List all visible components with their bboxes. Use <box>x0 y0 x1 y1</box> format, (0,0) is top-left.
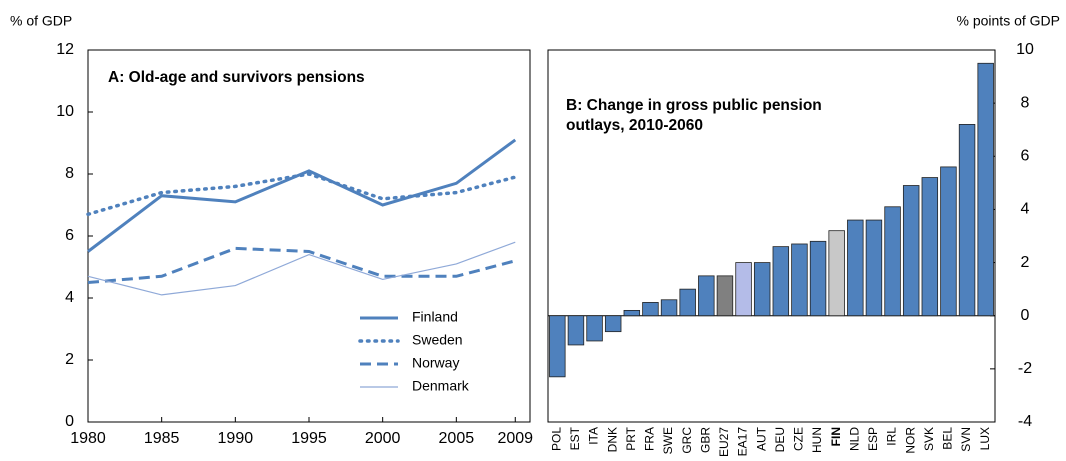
x-tick-label: 1985 <box>144 430 180 447</box>
x-tick-label: PRT <box>624 426 638 450</box>
bar <box>884 206 901 317</box>
x-tick-label: SVK <box>922 427 936 451</box>
bar <box>753 262 771 317</box>
legend-label: Denmark <box>412 378 470 394</box>
x-tick-label: EST <box>568 426 582 450</box>
y-tick-label: 8 <box>1021 94 1030 111</box>
y-tick-label: 0 <box>65 413 74 430</box>
panel-title: B: Change in gross public pension outlay… <box>566 97 822 134</box>
x-tick-label: 2009 <box>497 430 533 447</box>
bar <box>642 302 659 317</box>
bar <box>716 275 734 317</box>
bar <box>660 299 678 317</box>
y-tick-label: -4 <box>1018 413 1032 430</box>
line-series <box>87 241 516 296</box>
line-series <box>87 138 517 253</box>
bar <box>586 315 603 342</box>
x-tick-label: NOR <box>903 427 917 454</box>
panel-b-frame <box>547 49 996 423</box>
bar <box>828 230 845 317</box>
x-tick-label: SVN <box>959 427 973 452</box>
bar <box>567 315 585 346</box>
y-tick-label: 2 <box>65 351 74 368</box>
bar <box>698 275 715 317</box>
x-tick-label: HUN <box>810 427 824 453</box>
legend-label: Sweden <box>412 332 463 348</box>
x-tick-label: DNK <box>605 427 619 452</box>
x-tick-label: LUX <box>978 427 992 450</box>
y-axis-label: % of GDP <box>10 13 72 29</box>
x-tick-label: EU27 <box>717 427 731 457</box>
bar <box>940 166 957 317</box>
bar <box>623 309 641 317</box>
x-tick-label: AUT <box>754 426 768 451</box>
panel-title-box: B: Change in gross public pension outlay… <box>566 97 822 134</box>
bar <box>604 315 622 333</box>
legend-label: Finland <box>412 309 458 325</box>
bar <box>902 185 920 317</box>
x-tick-label: DEU <box>773 427 787 452</box>
bar <box>809 240 827 317</box>
y-axis-label: % points of GDP <box>957 13 1061 29</box>
x-tick-label: EA17 <box>736 427 750 457</box>
x-tick-label: GBR <box>698 427 712 453</box>
panel-title: A: Old-age and survivors pensions <box>108 69 365 86</box>
bar <box>847 219 864 317</box>
bar <box>679 288 696 317</box>
y-tick-label: 6 <box>1021 148 1030 165</box>
x-tick-label: 1995 <box>291 430 327 447</box>
x-tick-label: 2000 <box>365 430 401 447</box>
y-tick-label: 10 <box>1016 41 1034 58</box>
bar <box>791 243 808 317</box>
bar <box>549 315 566 378</box>
y-tick-label: 4 <box>65 289 74 306</box>
bar <box>865 219 883 317</box>
bar <box>977 62 994 317</box>
x-tick-label: BEL <box>941 427 955 450</box>
x-tick-label: 1990 <box>218 430 254 447</box>
x-tick-label: IRL <box>885 427 899 446</box>
x-tick-label: 1980 <box>70 430 106 447</box>
legend-label: Norway <box>412 355 459 371</box>
x-tick-label: ITA <box>587 427 601 445</box>
line-series <box>86 172 518 217</box>
bar <box>958 124 976 317</box>
bar <box>735 262 752 317</box>
x-tick-label: POL <box>549 427 563 451</box>
y-tick-label: 12 <box>56 41 74 58</box>
panel-a-frame <box>87 49 531 423</box>
line-series <box>87 246 516 284</box>
x-tick-label: ESP <box>866 427 880 451</box>
bar <box>921 177 939 317</box>
y-tick-label: 10 <box>56 103 74 120</box>
y-tick-label: 8 <box>65 165 74 182</box>
x-tick-label: GRC <box>680 427 694 454</box>
x-tick-label: 2005 <box>439 430 475 447</box>
y-tick-label: 4 <box>1021 201 1030 218</box>
x-tick-label: CZE <box>792 427 806 451</box>
y-tick-label: 2 <box>1021 254 1030 271</box>
y-tick-label: -2 <box>1018 360 1032 377</box>
bar <box>772 246 790 317</box>
x-tick-label: FRA <box>643 427 657 451</box>
x-tick-label: FIN <box>829 427 843 446</box>
y-tick-label: 0 <box>1021 307 1030 324</box>
x-tick-label: NLD <box>847 427 861 451</box>
y-tick-label: 6 <box>65 227 74 244</box>
x-tick-label: SWE <box>661 427 675 454</box>
